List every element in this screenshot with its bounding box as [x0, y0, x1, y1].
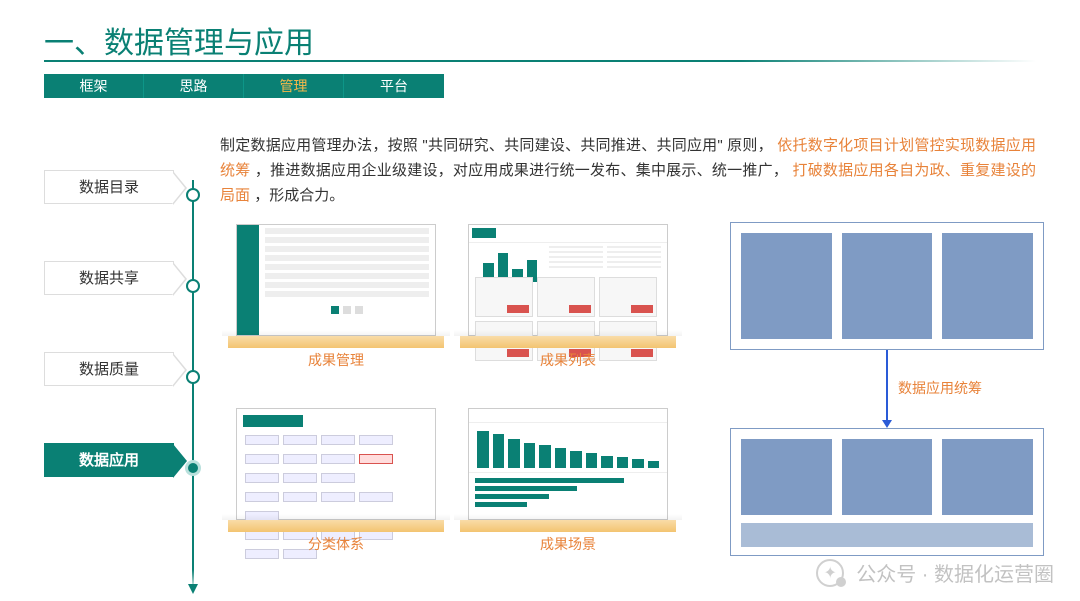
description-paragraph: 制定数据应用管理办法，按照 "共同研究、共同建设、共同推进、共同应用" 原则， … — [220, 134, 1036, 208]
page-title: 一、数据管理与应用 — [44, 18, 314, 62]
diagram-box-bottom — [730, 428, 1044, 556]
diagram-bar — [741, 523, 1033, 547]
tab-management[interactable]: 管理 — [244, 74, 344, 98]
shot-result-scene — [468, 408, 668, 520]
shot-label: 成果管理 — [236, 350, 436, 370]
shot-label: 成果列表 — [468, 350, 668, 370]
diagram-box-top — [730, 222, 1044, 350]
shot-results-mgmt — [236, 224, 436, 336]
shelf — [460, 336, 676, 348]
diagram-square — [942, 233, 1033, 339]
shot-label: 分类体系 — [236, 534, 436, 554]
step-quality[interactable]: 数据质量 — [44, 352, 174, 386]
step-sidebar: 数据目录 数据共享 数据质量 数据应用 — [44, 170, 184, 534]
diagram-square — [741, 439, 832, 515]
watermark-text: 公众号 · 数据化运营圈 — [856, 558, 1054, 587]
diagram-arrow-label: 数据应用统筹 — [898, 378, 982, 398]
timeline-dot-active — [185, 460, 201, 476]
desc-p3: ，形成合力。 — [254, 187, 344, 204]
shelf — [228, 336, 444, 348]
shelf — [228, 520, 444, 532]
tab-platform[interactable]: 平台 — [344, 74, 444, 98]
down-arrow — [886, 350, 888, 422]
timeline-dot — [186, 188, 200, 202]
step-sharing[interactable]: 数据共享 — [44, 261, 174, 295]
diagram-square — [842, 233, 933, 339]
watermark: ✦ 公众号 · 数据化运营圈 — [816, 558, 1054, 587]
desc-p1: 制定数据应用管理办法，按照 "共同研究、共同建设、共同推进、共同应用" 原则， — [220, 137, 773, 154]
tab-framework[interactable]: 框架 — [44, 74, 144, 98]
title-rule — [44, 60, 1036, 62]
step-catalog[interactable]: 数据目录 — [44, 170, 174, 204]
diagram-square — [942, 439, 1033, 515]
wechat-icon: ✦ — [816, 559, 844, 587]
step-application[interactable]: 数据应用 — [44, 443, 174, 477]
timeline-line — [192, 180, 194, 590]
shot-results-list — [468, 224, 668, 336]
shot-label: 成果场景 — [468, 534, 668, 554]
tab-bar: 框架 思路 管理 平台 — [44, 74, 444, 98]
diagram-square — [741, 233, 832, 339]
timeline-dot — [186, 279, 200, 293]
desc-p2: ，推进数据应用企业级建设，对应用成果进行统一发布、集中展示、统一推广， — [255, 162, 788, 179]
tab-approach[interactable]: 思路 — [144, 74, 244, 98]
diagram-square — [842, 439, 933, 515]
timeline-dot — [186, 370, 200, 384]
shelf — [460, 520, 676, 532]
shot-taxonomy — [236, 408, 436, 520]
